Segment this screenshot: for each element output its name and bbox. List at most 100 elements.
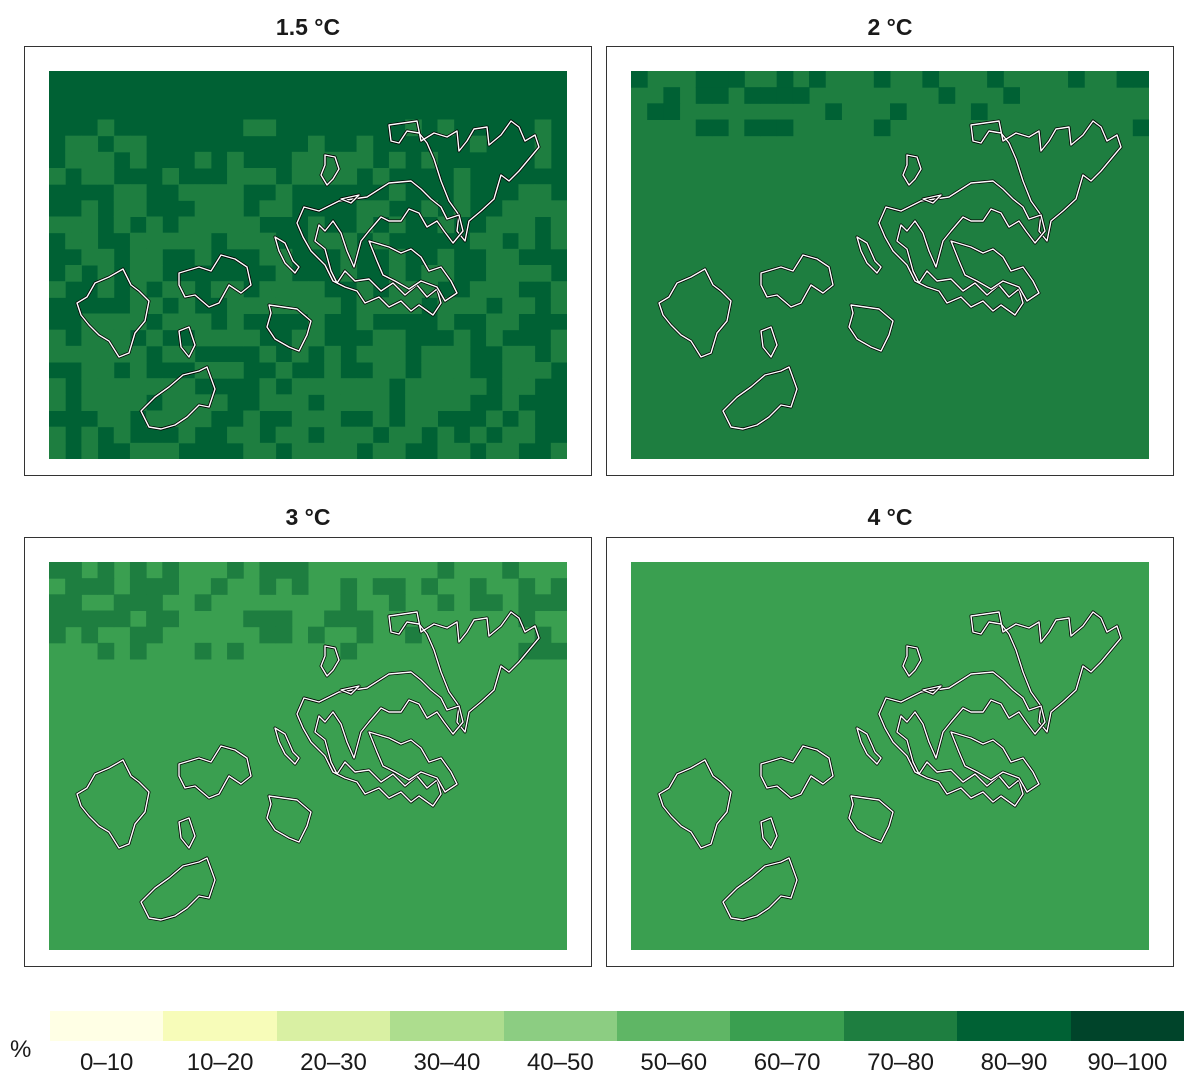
raster-cell (49, 610, 66, 628)
raster-cell (194, 200, 212, 217)
legend-swatch (163, 1011, 277, 1041)
raster-cell (275, 265, 293, 282)
raster-cell (97, 642, 115, 660)
raster-cell (518, 200, 536, 217)
legend-label: 70–80 (867, 1049, 934, 1076)
raster-cell (744, 119, 761, 137)
raster-cell (275, 200, 293, 217)
region-outline (76, 268, 150, 358)
raster-cell (388, 345, 406, 363)
raster-cell (453, 345, 471, 363)
raster-cell (146, 594, 163, 611)
region-outline (266, 304, 312, 352)
raster-cell (372, 200, 390, 217)
raster-cell (550, 281, 567, 298)
raster-cell (129, 297, 147, 314)
raster-cell (81, 313, 99, 331)
raster-cell (388, 151, 406, 169)
raster-cell (324, 394, 341, 411)
legend-label: 50–60 (640, 1049, 708, 1076)
raster-cell (162, 168, 179, 185)
raster-cell (291, 562, 309, 579)
raster-cell (81, 578, 99, 595)
raster-cell (356, 426, 374, 444)
raster-cell (243, 329, 260, 347)
raster-cell (550, 594, 567, 611)
raster-cell (308, 626, 325, 644)
legend-label: 30–40 (413, 1049, 481, 1076)
raster-cell (81, 200, 99, 217)
raster-cell (324, 345, 341, 363)
raster-cell (227, 426, 244, 444)
raster-cell (146, 410, 163, 428)
raster-cell (372, 442, 390, 459)
raster-cell (49, 216, 66, 234)
raster-cell (194, 151, 212, 169)
raster-cell (129, 642, 147, 660)
raster-cell (162, 394, 179, 411)
raster-cell (421, 378, 438, 395)
map-panel-2c (606, 46, 1174, 476)
raster-cell (146, 216, 163, 234)
raster-cell (550, 642, 567, 660)
raster-cell (695, 71, 713, 88)
raster-cell (259, 281, 277, 298)
raster-cell (97, 610, 115, 628)
raster-cell (356, 394, 374, 411)
raster-cell (227, 313, 244, 331)
raster-cell (372, 578, 390, 595)
raster-cell (518, 426, 536, 444)
region-outline (76, 759, 150, 849)
raster-cell (113, 135, 131, 153)
raster-cell (372, 394, 390, 411)
legend-label: 20–30 (300, 1049, 367, 1076)
raster-cell (356, 281, 374, 298)
raster-cell (356, 135, 374, 153)
map-panel-4c (606, 537, 1174, 967)
region-outline (388, 120, 540, 242)
raster-cell (356, 610, 374, 628)
raster-cell (502, 281, 519, 298)
raster-cell (502, 362, 519, 379)
raster-cell (356, 200, 374, 217)
raster-cell (113, 426, 131, 444)
raster-cell (146, 610, 163, 628)
region-outline (760, 745, 834, 799)
raster-cell (129, 562, 147, 579)
raster-cell (711, 87, 729, 104)
raster-cell (243, 442, 260, 459)
raster-cell (486, 410, 503, 428)
raster-cell (194, 232, 212, 250)
raster-cell (518, 410, 536, 428)
raster-cell (356, 345, 374, 363)
raster-cell (744, 87, 761, 104)
raster-cell (469, 378, 487, 395)
raster-cell (113, 313, 131, 331)
region-outline (178, 254, 252, 308)
raster-cell (162, 610, 179, 628)
raster-cell (275, 394, 293, 411)
raster-cell (194, 410, 212, 428)
raster-cell (502, 426, 519, 444)
raster-cell (469, 594, 487, 611)
raster-cell (486, 232, 503, 250)
raster-cell (178, 313, 196, 331)
raster-cell (178, 232, 196, 250)
raster-cell (792, 87, 810, 104)
raster-cell (308, 442, 325, 459)
region-outline (848, 304, 894, 352)
raster-cell (129, 135, 147, 153)
raster-cell (97, 562, 115, 579)
raster-cell (65, 135, 82, 153)
raster-cell (97, 362, 115, 379)
raster-cell (987, 71, 1004, 88)
raster-cell (308, 313, 325, 331)
raster-cell (243, 119, 260, 137)
legend-label: 40–50 (526, 1049, 594, 1076)
region-outline (178, 817, 196, 849)
raster-cell (437, 562, 455, 579)
raster-cell (129, 265, 147, 282)
raster-cell (388, 442, 406, 459)
raster-cell (388, 265, 406, 282)
raster-cell (162, 313, 179, 331)
